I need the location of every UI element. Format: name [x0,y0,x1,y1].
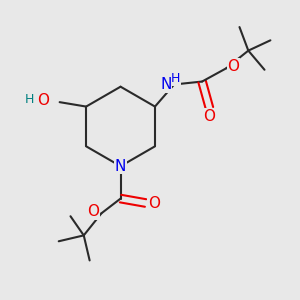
Text: O: O [148,196,160,211]
Text: O: O [87,204,99,219]
Text: N: N [160,77,172,92]
Text: N: N [115,159,126,174]
Text: H: H [25,93,34,106]
Text: H: H [171,72,180,85]
Text: O: O [38,93,50,108]
Text: O: O [203,109,215,124]
Text: O: O [228,59,240,74]
